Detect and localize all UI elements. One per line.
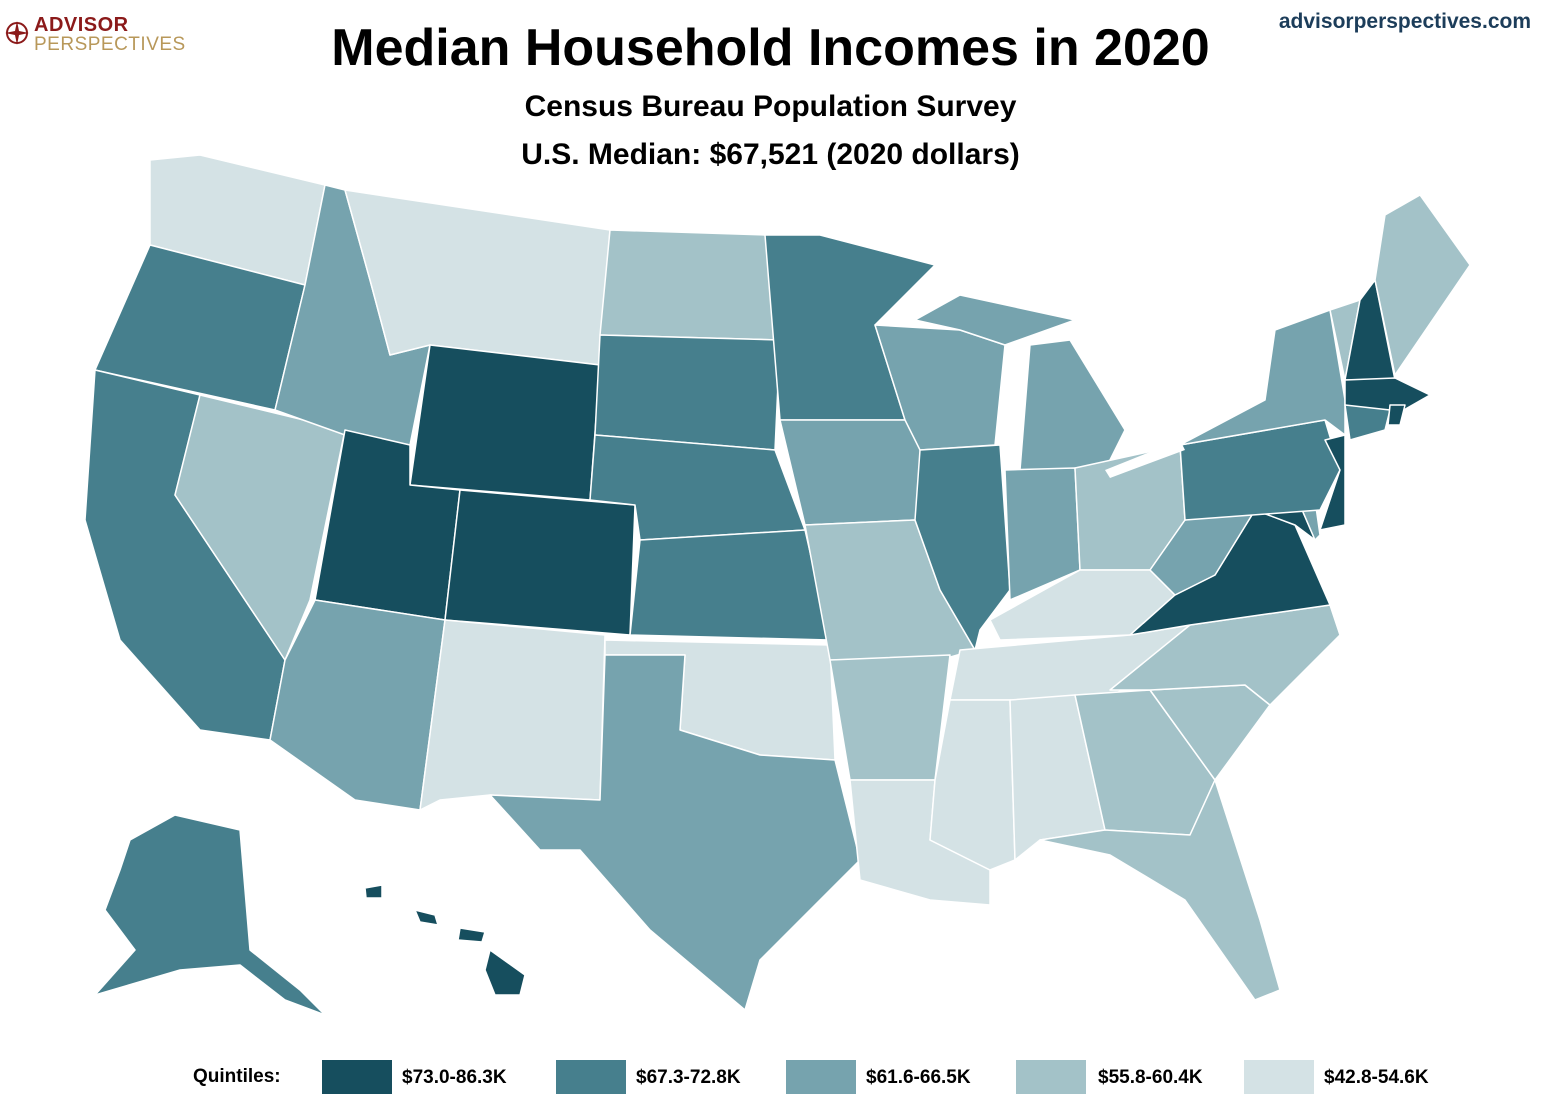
legend-range-q5: $42.8-54.6K xyxy=(1324,1067,1429,1088)
quintile-legend: Quintiles: $73.0-86.3K $67.3-72.8K $61.6… xyxy=(0,1056,1541,1096)
state-HI[interactable] xyxy=(484,949,526,996)
state-IL[interactable] xyxy=(914,444,1011,651)
state-AR[interactable] xyxy=(829,654,951,781)
state-NM[interactable] xyxy=(419,619,606,811)
us-median-text: U.S. Median: $67,521 (2020 dollars) xyxy=(521,138,1020,171)
legend-swatch-q1 xyxy=(322,1060,392,1094)
state-KS[interactable] xyxy=(629,529,831,641)
state-ND[interactable] xyxy=(599,229,781,341)
legend-label: Quintiles: xyxy=(193,1066,281,1087)
state-AK[interactable] xyxy=(94,814,326,1016)
lake-erie xyxy=(1105,440,1185,478)
state-MA[interactable] xyxy=(1344,377,1431,416)
state-ME[interactable] xyxy=(1374,194,1471,376)
state-IA[interactable] xyxy=(779,419,936,526)
state-NY[interactable] xyxy=(1179,309,1346,446)
state-TX[interactable] xyxy=(489,654,861,1011)
legend-swatch-q4 xyxy=(1016,1060,1086,1094)
state-HI-islands-2[interactable] xyxy=(457,927,486,943)
legend-range-q2: $67.3-72.8K xyxy=(636,1067,741,1088)
state-MS[interactable] xyxy=(929,699,1016,871)
state-CT[interactable] xyxy=(1344,404,1391,441)
map-title: Median Household Incomes in 2020 xyxy=(331,19,1210,77)
advisor-perspectives-logo: ADVISOR PERSPECTIVES xyxy=(4,10,204,56)
state-HI-islands-3[interactable] xyxy=(364,884,383,899)
legend-range-q1: $73.0-86.3K xyxy=(402,1067,507,1088)
map-subtitle: Census Bureau Population Survey xyxy=(524,90,1017,123)
logo-word-advisor: ADVISOR xyxy=(34,14,129,36)
legend-swatch-q5 xyxy=(1244,1060,1314,1094)
compass-icon xyxy=(5,21,29,45)
state-NJ[interactable] xyxy=(1319,434,1346,531)
state-FL[interactable] xyxy=(1039,779,1281,1001)
logo-word-perspectives: PERSPECTIVES xyxy=(34,34,186,55)
state-RI[interactable] xyxy=(1387,404,1406,426)
state-CO[interactable] xyxy=(444,489,636,636)
state-HI-islands-1[interactable] xyxy=(414,909,439,926)
site-url[interactable]: advisorperspectives.com xyxy=(1278,10,1531,33)
legend-swatch-q3 xyxy=(786,1060,856,1094)
legend-range-q4: $55.8-60.4K xyxy=(1098,1067,1203,1088)
state-SD[interactable] xyxy=(594,334,781,451)
legend-range-q3: $61.6-66.5K xyxy=(866,1067,971,1088)
lake-michigan xyxy=(1000,345,1030,470)
state-MI[interactable] xyxy=(1019,339,1126,471)
state-MI-upper[interactable] xyxy=(914,294,1076,346)
legend-swatch-q2 xyxy=(556,1060,626,1094)
us-choropleth-map xyxy=(84,154,1471,1016)
state-WY[interactable] xyxy=(409,344,601,501)
